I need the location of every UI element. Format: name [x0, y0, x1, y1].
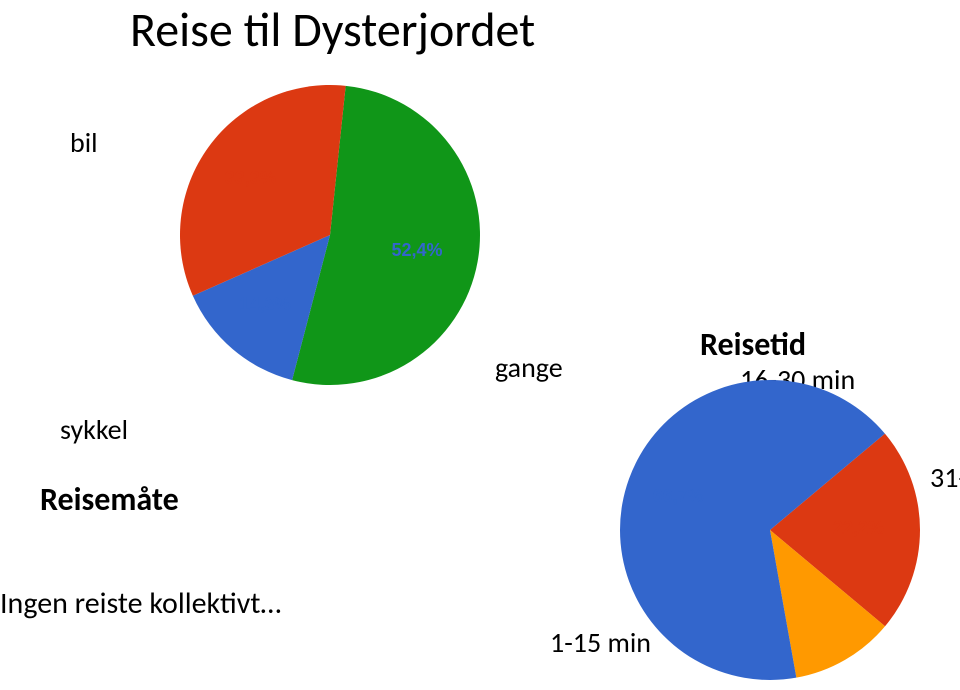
pie-slice-label: 52,4% — [391, 240, 442, 261]
label-bil: bil — [70, 125, 98, 160]
pie-slice-label: 66,7% — [653, 486, 704, 507]
label-gange: gange — [495, 350, 563, 385]
label-31-45: 31-45 min — [930, 460, 960, 495]
label-reisetid: Reisetid — [700, 325, 806, 364]
pie-chart-reisemate — [170, 75, 490, 395]
label-reisemate: Reisemåte — [40, 480, 179, 519]
footer-note: Ingen reiste kollektivt… — [0, 585, 281, 622]
pie-slice-label: 14,3% — [240, 294, 291, 315]
pie-slice-label: 33,3% — [225, 168, 276, 189]
label-sykkel: sykkel — [60, 412, 128, 447]
pie-slice-label: 22,2% — [833, 518, 884, 539]
page-title: Reise til Dysterjordet — [130, 0, 535, 59]
